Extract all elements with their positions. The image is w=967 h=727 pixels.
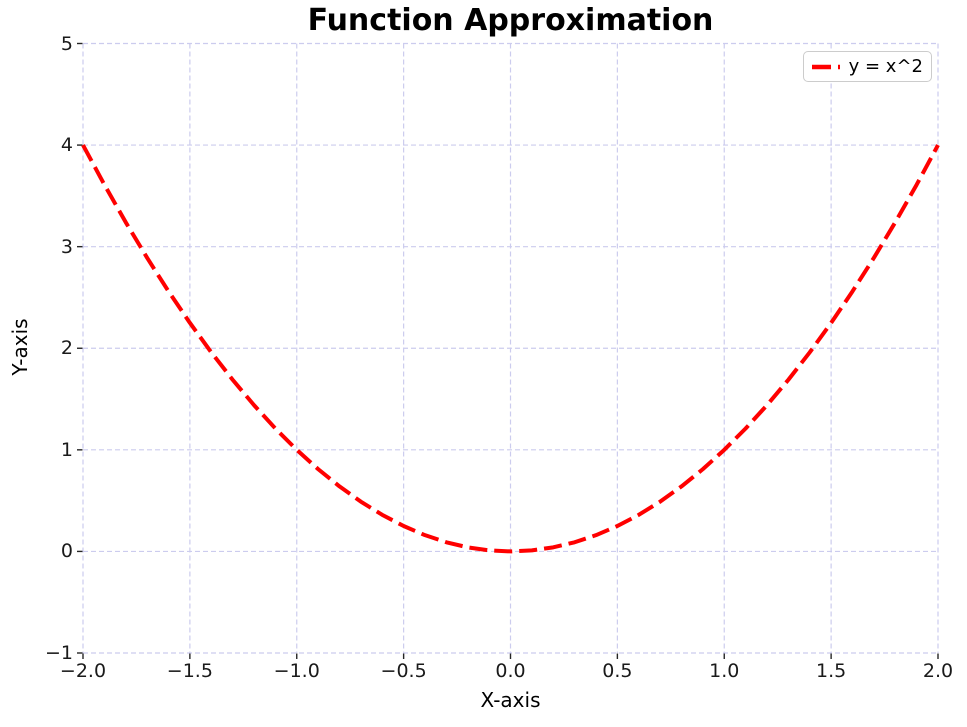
- chart-title: Function Approximation: [307, 3, 714, 38]
- y-axis-label: Y-axis: [8, 318, 32, 376]
- y-tick-label: 4: [60, 134, 73, 157]
- x-tick-label: 0.5: [602, 660, 633, 682]
- y-tick-label: 5: [60, 32, 73, 55]
- legend-dashed-line-icon: [812, 64, 840, 69]
- y-tick-label: −1: [44, 642, 73, 664]
- y-tick-label: 2: [60, 337, 73, 360]
- y-tick-label: 0: [60, 540, 73, 563]
- y-tick-label: 3: [60, 235, 73, 258]
- x-tick-label: 0.0: [495, 660, 526, 682]
- x-tick-label: 2.0: [922, 660, 954, 682]
- legend: y = x^2: [803, 51, 932, 82]
- x-tick-label: −2.0: [59, 660, 107, 682]
- x-tick-label: −0.5: [380, 660, 427, 682]
- x-tick-label: −1.5: [166, 660, 213, 682]
- legend-entry-label: y = x^2: [848, 56, 923, 77]
- y-tick-label: 1: [60, 438, 73, 461]
- x-tick-label: 1.0: [709, 660, 740, 682]
- x-tick-label: 1.5: [816, 660, 847, 682]
- x-tick-label: −1.0: [273, 660, 320, 682]
- series-curve: [81, 144, 940, 554]
- x-axis-label: X-axis: [480, 688, 541, 712]
